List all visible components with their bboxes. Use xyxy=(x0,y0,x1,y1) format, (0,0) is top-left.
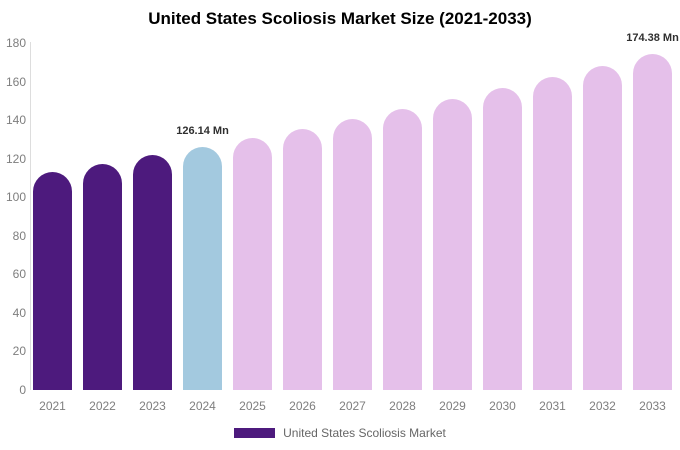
y-tick-label: 0 xyxy=(19,383,26,397)
y-tick-label: 40 xyxy=(12,305,26,320)
y-tick-label: 60 xyxy=(12,267,26,282)
bar-2023[interactable] xyxy=(133,155,172,390)
bar-2031[interactable] xyxy=(533,77,572,390)
x-tick-label-2024: 2024 xyxy=(189,399,216,413)
legend[interactable]: United States Scoliosis Market xyxy=(0,425,680,441)
y-tick-label: 20 xyxy=(12,344,26,359)
y-tick-label: 120 xyxy=(5,151,26,166)
x-tick-label-2031: 2031 xyxy=(539,399,566,413)
x-tick-label-2027: 2027 xyxy=(339,399,366,413)
legend-swatch xyxy=(234,428,276,438)
bar-2021[interactable] xyxy=(33,171,72,390)
x-tick-label-2025: 2025 xyxy=(239,399,266,413)
bar-2025[interactable] xyxy=(233,137,272,390)
annotation-2033: 174.38 Mn xyxy=(626,31,679,44)
x-tick-label-2029: 2029 xyxy=(439,399,466,413)
y-tick-label: 80 xyxy=(12,228,26,243)
legend-label: United States Scoliosis Market xyxy=(283,426,446,440)
x-tick-label-2032: 2032 xyxy=(589,399,616,413)
y-tick-label: 180 xyxy=(5,36,26,50)
y-tick-label: 160 xyxy=(5,74,26,89)
x-tick-label-2026: 2026 xyxy=(289,399,316,413)
bar-2026[interactable] xyxy=(283,128,322,390)
chart-title: United States Scoliosis Market Size (202… xyxy=(148,9,532,28)
y-axis-line xyxy=(30,42,31,390)
x-tick-label-2021: 2021 xyxy=(39,399,66,413)
bar-2027[interactable] xyxy=(333,119,372,390)
bar-2028[interactable] xyxy=(383,109,422,390)
x-tick-label-2028: 2028 xyxy=(389,399,416,413)
x-tick-label-2033: 2033 xyxy=(639,399,666,413)
annotation-2024: 126.14 Mn xyxy=(176,124,229,137)
y-tick-label: 100 xyxy=(5,190,26,205)
x-tick-label-2022: 2022 xyxy=(89,399,116,413)
y-tick-label: 140 xyxy=(5,113,26,128)
bar-2022[interactable] xyxy=(83,163,122,390)
x-tick-label-2023: 2023 xyxy=(139,399,166,413)
bar-2032[interactable] xyxy=(583,65,622,390)
x-tick-label-2030: 2030 xyxy=(489,399,516,413)
bar-2029[interactable] xyxy=(433,98,472,390)
bar-2024[interactable] xyxy=(183,146,222,390)
bar-2033[interactable] xyxy=(633,53,672,390)
bar-2030[interactable] xyxy=(483,88,522,390)
